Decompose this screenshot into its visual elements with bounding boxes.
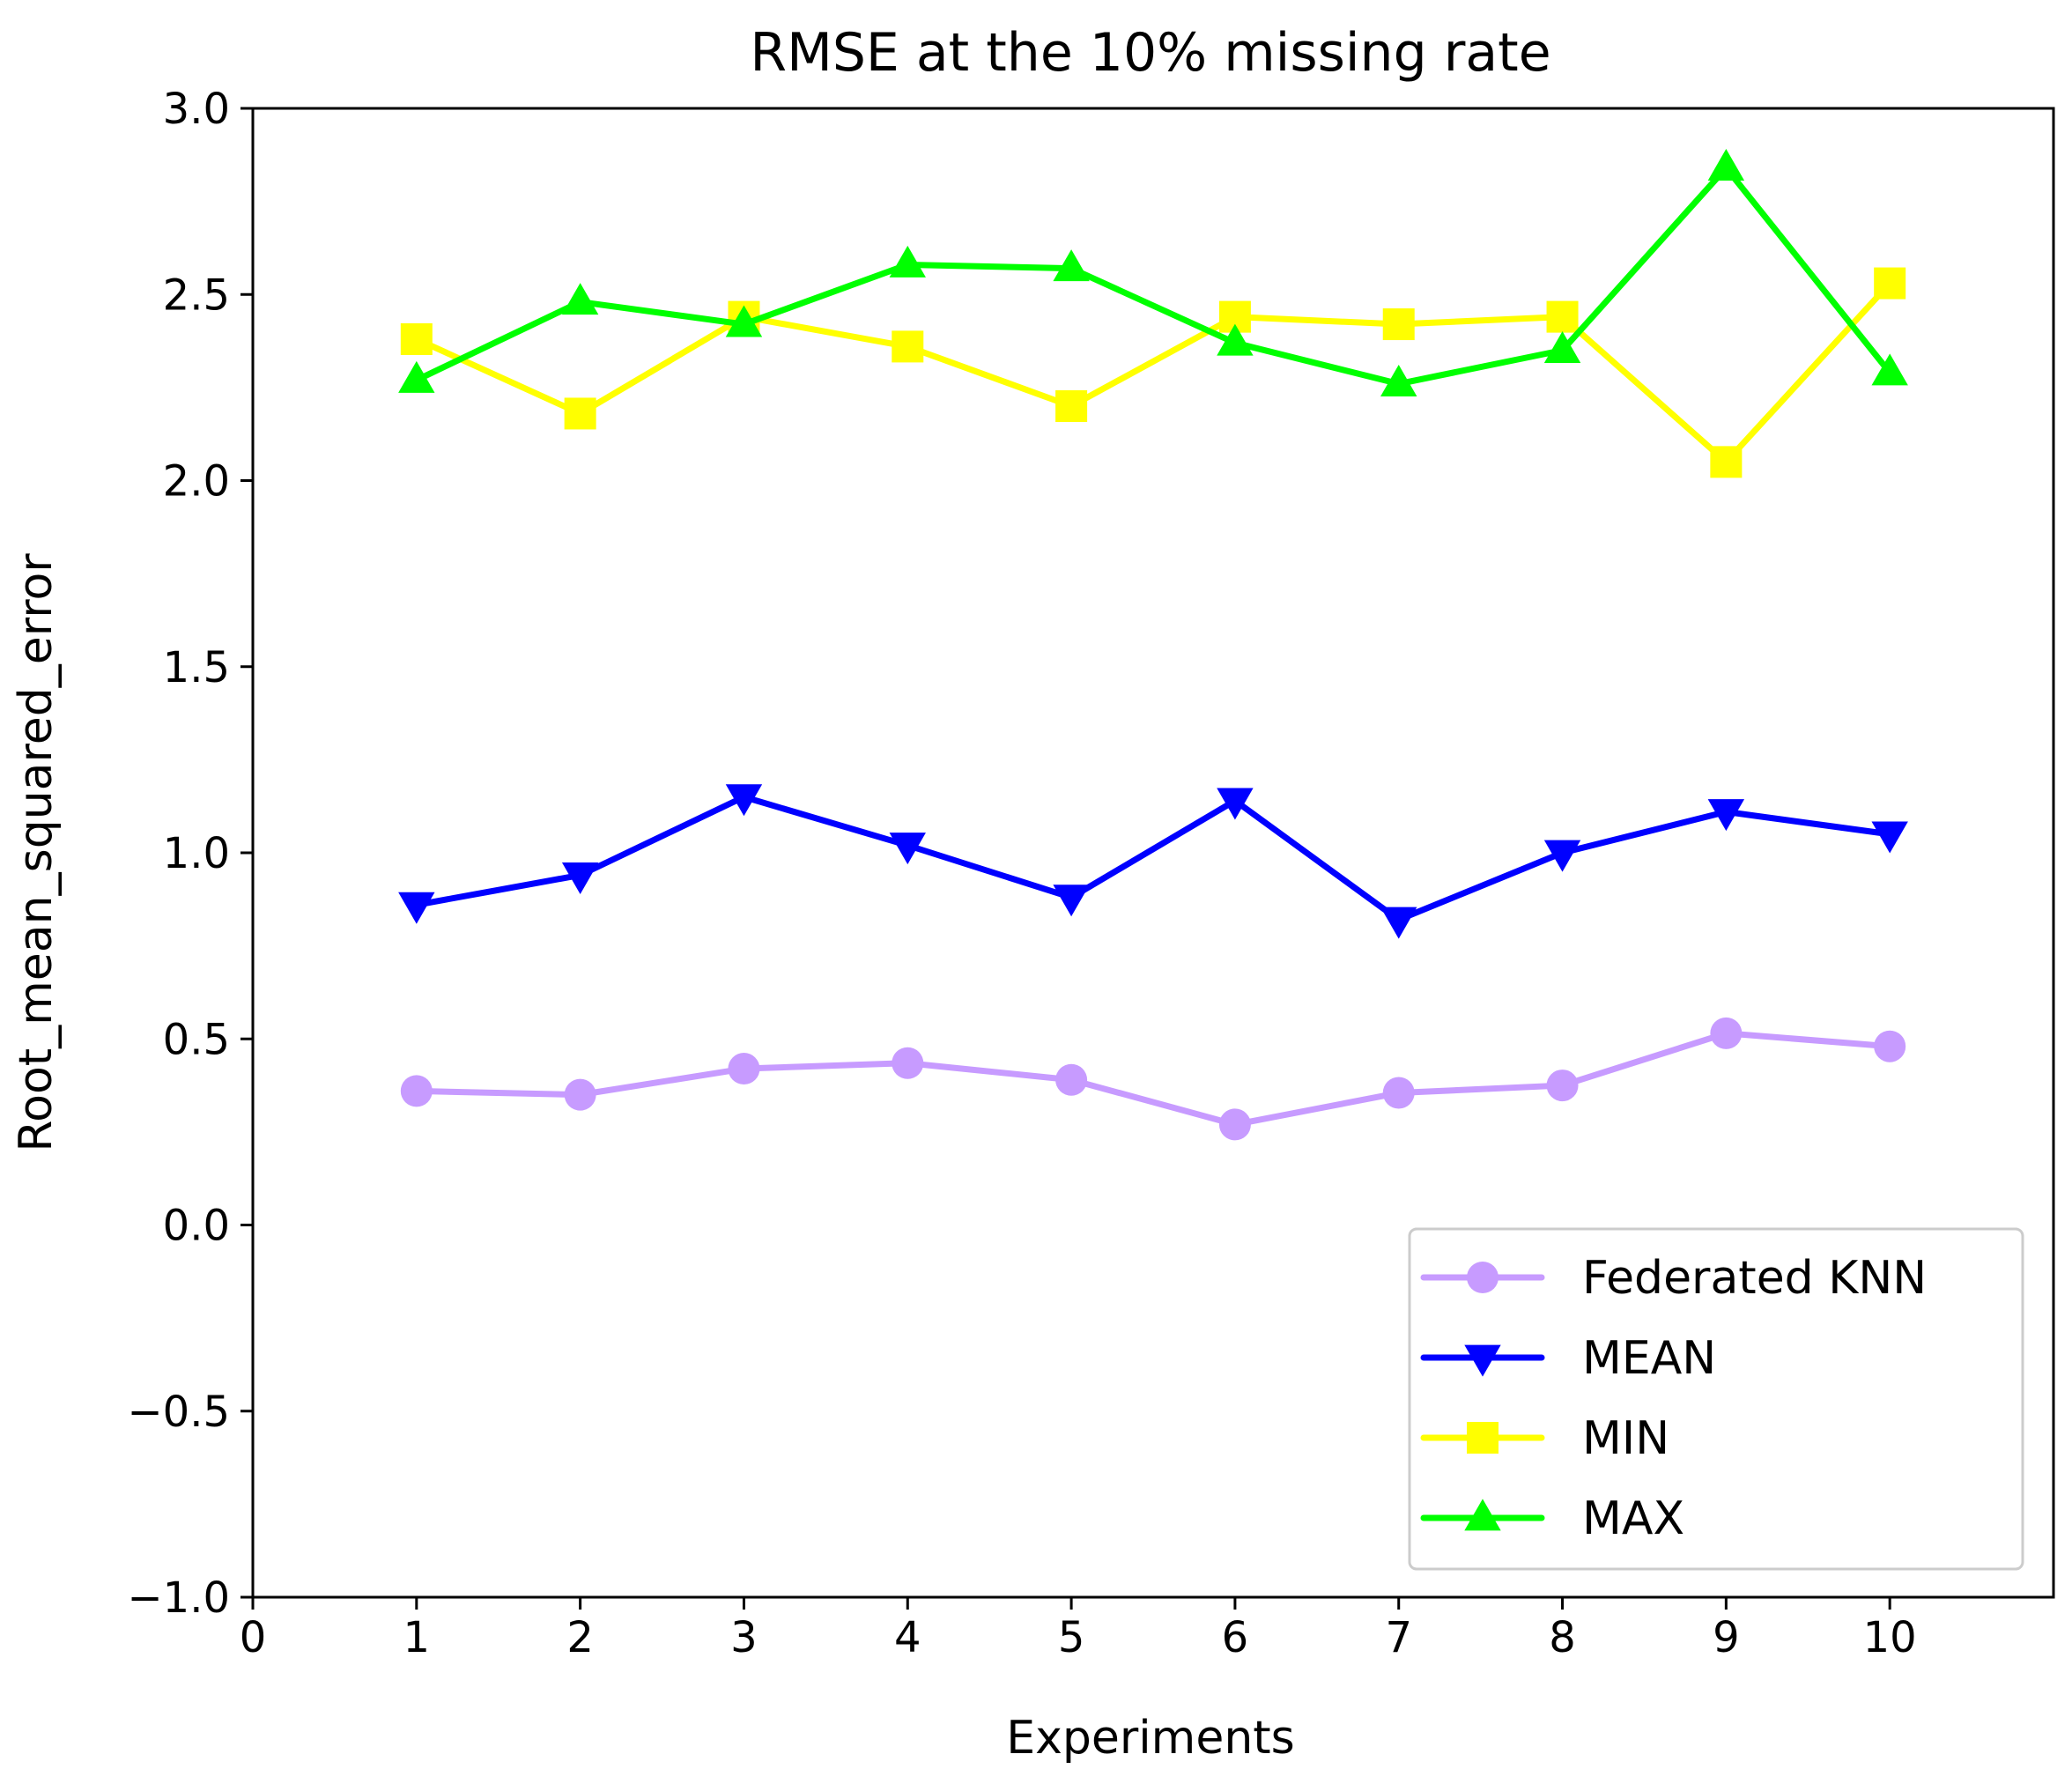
data-point-mean: [1871, 821, 1908, 854]
data-point-mean: [1543, 840, 1581, 872]
y-tick-label: −0.5: [127, 1388, 230, 1437]
legend-label-mean: MEAN: [1582, 1332, 1716, 1385]
legend-label-federated-knn: Federated KNN: [1582, 1252, 1927, 1305]
legend-label-min: MIN: [1582, 1412, 1669, 1465]
data-point-federated-knn: [1710, 1017, 1743, 1049]
data-point-federated-knn: [564, 1078, 596, 1111]
y-tick-label: −1.0: [127, 1573, 230, 1623]
y-tick-label: 3.0: [163, 85, 230, 134]
data-point-mean: [1217, 788, 1254, 820]
data-point-federated-knn: [892, 1047, 924, 1079]
legend-label-max: MAX: [1582, 1492, 1684, 1545]
data-point-max: [561, 283, 599, 315]
series-federated-knn: [400, 1017, 1906, 1141]
legend-entry-min: MIN: [1420, 1412, 1669, 1465]
data-point-federated-knn: [1546, 1070, 1579, 1102]
x-tick-label: 0: [240, 1613, 267, 1662]
y-axis-label: Root_mean_squared_error: [10, 553, 63, 1152]
y-tick-label: 1.5: [163, 643, 230, 692]
data-point-federated-knn: [400, 1075, 433, 1107]
data-point-max: [1053, 249, 1090, 282]
data-point-federated-knn: [1382, 1077, 1415, 1109]
x-axis: 0 1 2 3 4 5 6 7 8 9 10: [240, 1597, 1917, 1662]
legend-frame: [1408, 1227, 2024, 1571]
legend-marker-max: [1464, 1499, 1501, 1531]
y-tick-label: 1.0: [163, 829, 230, 878]
y-tick-label: 0.0: [163, 1202, 230, 1251]
legend-marker-mean: [1464, 1344, 1501, 1377]
x-tick-label: 4: [894, 1613, 921, 1662]
series-line-mean: [413, 794, 1893, 923]
x-tick-label: 7: [1385, 1613, 1412, 1662]
series-min: [400, 267, 1906, 478]
x-tick-label: 5: [1058, 1613, 1085, 1662]
x-tick-label: 2: [566, 1613, 594, 1662]
series-max: [398, 149, 1908, 397]
data-point-min: [564, 397, 596, 430]
data-point-min: [892, 330, 924, 363]
x-tick-label: 8: [1549, 1613, 1576, 1662]
legend-entry-mean: MEAN: [1420, 1332, 1716, 1385]
data-point-min: [1382, 308, 1415, 341]
legend-marker-federated-knn: [1467, 1262, 1498, 1293]
x-axis-label: Experiments: [1006, 1712, 1295, 1765]
series-line-min: [413, 280, 1893, 465]
data-point-min: [1055, 390, 1088, 422]
data-point-max: [725, 305, 763, 337]
data-point-max: [1707, 149, 1745, 181]
data-point-mean: [1380, 907, 1417, 939]
data-point-min: [1710, 446, 1743, 478]
legend-entry-max: MAX: [1420, 1492, 1684, 1545]
data-point-max: [1543, 331, 1581, 364]
data-point-max: [1380, 365, 1417, 397]
x-tick-label: 3: [730, 1613, 758, 1662]
data-point-mean: [398, 892, 435, 924]
y-tick-label: 2.5: [163, 270, 230, 320]
data-point-federated-knn: [1055, 1063, 1088, 1096]
data-point-min: [1874, 267, 1906, 300]
data-point-mean: [1707, 799, 1745, 832]
y-axis: −1.0 −0.5 0.0 0.5 1.0 1.5 2.0 2.5 3.0: [127, 85, 253, 1623]
x-tick-label: 6: [1222, 1613, 1249, 1662]
series-line-max: [413, 165, 1893, 388]
data-point-federated-knn: [1218, 1108, 1251, 1141]
x-tick-label: 9: [1713, 1613, 1740, 1662]
data-point-mean: [1053, 884, 1090, 917]
data-point-max: [398, 360, 435, 393]
x-tick-label: 10: [1863, 1613, 1917, 1662]
y-tick-label: 2.0: [163, 457, 230, 507]
data-point-max: [1217, 323, 1254, 356]
data-point-max: [1871, 353, 1908, 386]
data-point-min: [1546, 300, 1579, 333]
data-point-min: [400, 322, 433, 355]
series-mean: [398, 784, 1908, 939]
data-point-max: [889, 245, 926, 278]
chart-title: RMSE at the 10% missing rate: [750, 22, 1550, 84]
data-point-federated-knn: [1874, 1030, 1906, 1062]
x-tick-label: 1: [403, 1613, 431, 1662]
series-line-federated-knn: [413, 1030, 1893, 1128]
data-point-mean: [889, 833, 926, 865]
y-tick-label: 0.5: [163, 1015, 230, 1064]
data-point-mean: [561, 862, 599, 894]
series-layer: [398, 149, 1908, 1141]
data-point-mean: [725, 784, 763, 817]
legend-marker-min: [1467, 1422, 1498, 1454]
legend-entry-federated-knn: Federated KNN: [1420, 1252, 1927, 1305]
legend: Federated KNN MEAN MIN MAX: [1408, 1227, 2024, 1571]
data-point-federated-knn: [728, 1053, 760, 1085]
